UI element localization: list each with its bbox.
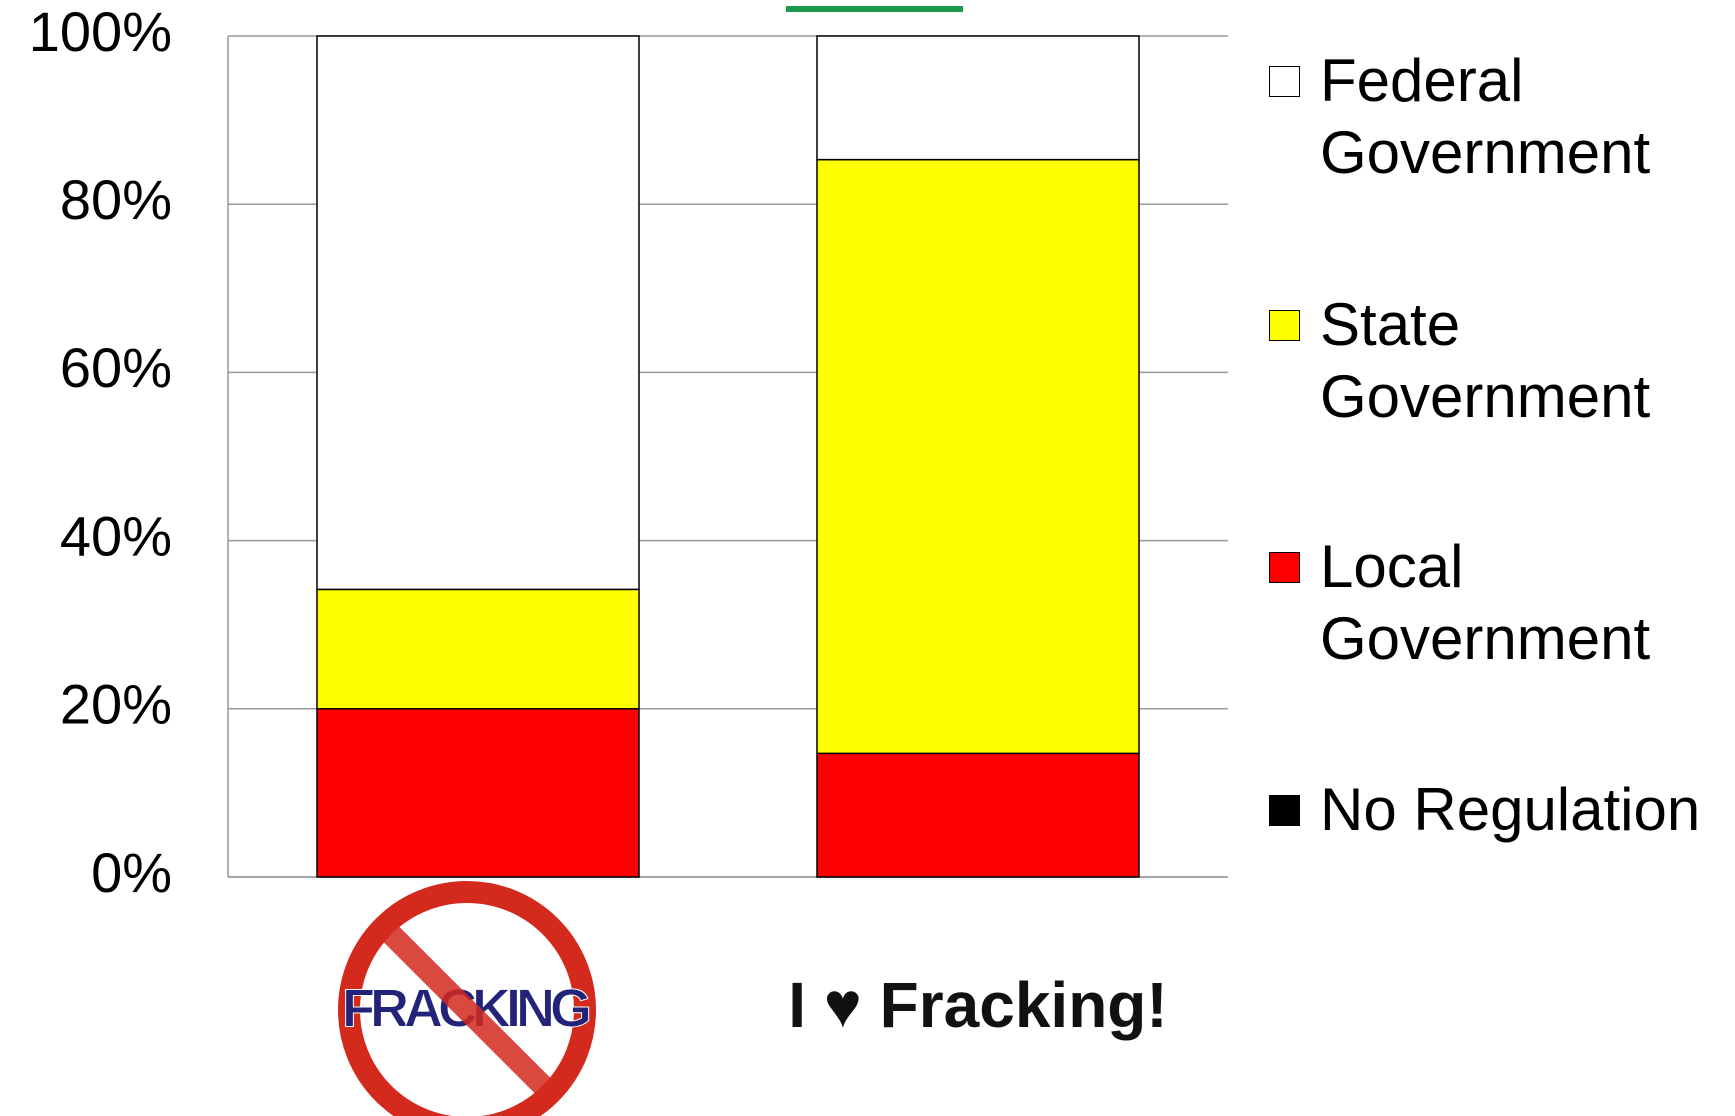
legend-swatch — [1269, 310, 1300, 341]
legend-label: Local Government — [1320, 533, 1651, 672]
bar-segment — [316, 708, 640, 878]
bar-segment — [816, 158, 1140, 755]
legend-swatch — [1269, 795, 1300, 826]
y-tick-label: 0% — [91, 841, 172, 904]
y-tick-label: 100% — [29, 0, 172, 63]
bar-segment — [816, 35, 1140, 161]
legend-label: No Regulation — [1320, 776, 1701, 843]
legend-swatch — [1269, 66, 1300, 97]
legend-label: Federal Government — [1320, 47, 1651, 186]
y-tick-label: 60% — [60, 336, 172, 399]
x-tick-label: I ♥ Fracking! — [788, 969, 1167, 1041]
y-tick-label: 40% — [60, 504, 172, 567]
legend-swatch — [1269, 552, 1300, 583]
legend-label: State Government — [1320, 291, 1651, 430]
bar-segment — [316, 588, 640, 710]
bar-segment — [816, 752, 1140, 878]
y-tick-label: 80% — [60, 168, 172, 231]
bar-segment — [316, 35, 640, 591]
category-icon: FRACKING — [338, 881, 596, 1116]
y-tick-label: 20% — [60, 673, 172, 736]
no-sign-slash — [376, 919, 558, 1101]
